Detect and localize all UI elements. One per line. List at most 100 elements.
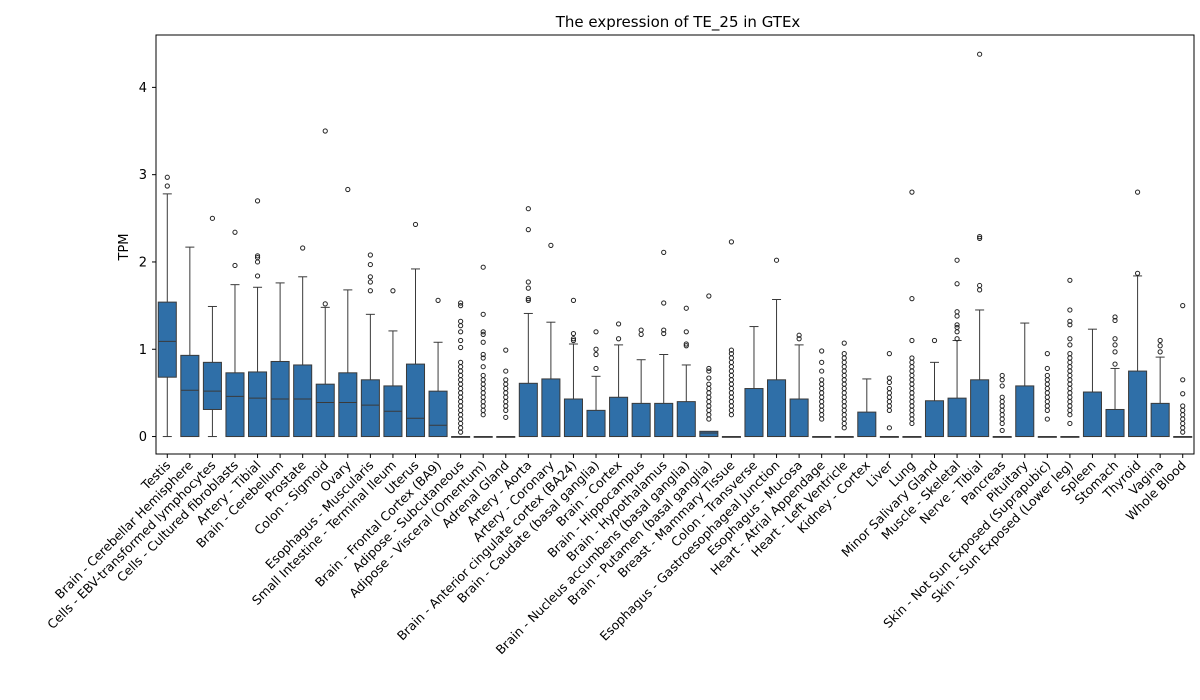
outlier-point xyxy=(480,339,486,345)
outlier-point xyxy=(999,383,1005,389)
outlier-point xyxy=(909,390,915,396)
box-35 xyxy=(947,397,967,438)
outlier-point xyxy=(796,336,802,342)
outlier-point xyxy=(728,377,735,383)
outlier-point xyxy=(999,403,1005,409)
outlier-point xyxy=(954,281,960,287)
box-4 xyxy=(248,371,268,438)
y-tick-label: 2 xyxy=(139,255,147,270)
outlier-point xyxy=(1112,317,1118,324)
outlier-point xyxy=(1067,394,1073,400)
outlier-point xyxy=(458,403,464,409)
outlier-point xyxy=(1067,377,1073,383)
outlier-point xyxy=(1044,365,1050,372)
outlier-point xyxy=(999,427,1005,434)
outlier-point xyxy=(458,381,464,387)
outlier-point xyxy=(706,407,712,413)
box-0 xyxy=(157,301,177,378)
outlier-point xyxy=(728,385,735,392)
outlier-point xyxy=(480,355,486,361)
outlier-point xyxy=(1067,399,1073,405)
outlier-point xyxy=(841,412,847,418)
outlier-point xyxy=(909,416,915,422)
outlier-point xyxy=(706,368,712,374)
outlier-point xyxy=(728,381,735,387)
outlier-point xyxy=(841,372,847,379)
y-tick-label: 1 xyxy=(139,343,147,358)
box-8 xyxy=(338,372,358,438)
outlier-point xyxy=(819,394,825,400)
outlier-point xyxy=(1067,307,1073,313)
outlier-point xyxy=(503,403,509,409)
outlier-point xyxy=(615,336,622,342)
outlier-point xyxy=(819,377,825,383)
outlier-point xyxy=(909,377,915,383)
outlier-point xyxy=(458,323,464,329)
outlier-point xyxy=(841,368,847,374)
chart-title: The expression of TE_25 in GTEx xyxy=(555,13,801,32)
outlier-point xyxy=(1157,349,1163,355)
outlier-point xyxy=(1180,429,1186,435)
y-tick-label: 0 xyxy=(139,430,147,445)
outlier-point xyxy=(841,403,847,409)
outlier-point xyxy=(164,183,170,189)
outlier-point xyxy=(999,394,1005,400)
outlier-point xyxy=(977,235,983,241)
outlier-point xyxy=(367,274,373,280)
outlier-point xyxy=(1067,372,1073,379)
outlier-point xyxy=(909,337,915,344)
outlier-point xyxy=(1067,403,1073,409)
outlier-point xyxy=(1180,425,1186,431)
outlier-point xyxy=(480,407,486,413)
box-6 xyxy=(293,364,313,438)
outlier-point xyxy=(661,249,667,255)
outlier-point xyxy=(728,394,735,400)
outlier-point xyxy=(706,399,712,405)
outlier-point xyxy=(1134,189,1141,195)
outlier-point xyxy=(525,206,531,212)
box-1 xyxy=(180,354,200,438)
outlier-point xyxy=(1067,322,1073,328)
outlier-point xyxy=(706,385,712,392)
outlier-point xyxy=(841,416,847,422)
outlier-point xyxy=(1067,351,1073,357)
box-9 xyxy=(360,379,380,438)
outlier-point xyxy=(503,368,509,374)
outlier-point xyxy=(661,300,667,306)
outlier-point xyxy=(367,279,373,285)
outlier-point xyxy=(232,229,238,235)
box-19 xyxy=(586,409,606,438)
outlier-point xyxy=(954,336,960,342)
outlier-point xyxy=(954,313,960,319)
outlier-point xyxy=(1044,403,1050,409)
box-22 xyxy=(654,402,674,438)
outlier-point xyxy=(706,416,712,422)
outlier-point xyxy=(458,385,464,392)
outlier-point xyxy=(1067,390,1073,396)
outlier-point xyxy=(503,385,509,392)
outlier-point xyxy=(367,261,373,268)
outlier-point xyxy=(458,368,464,374)
outlier-point xyxy=(841,359,847,365)
outlier-point xyxy=(977,282,983,289)
box-41 xyxy=(1082,391,1102,438)
outlier-point xyxy=(841,340,847,346)
box-34 xyxy=(924,400,945,438)
outlier-point xyxy=(593,351,599,358)
outlier-point xyxy=(480,311,486,317)
box-12 xyxy=(428,390,448,438)
outlier-point xyxy=(458,412,464,418)
outlier-point xyxy=(525,285,531,291)
outlier-point xyxy=(345,186,351,193)
outlier-point xyxy=(458,416,464,422)
outlier-point xyxy=(819,348,825,354)
outlier-point xyxy=(458,372,464,379)
outlier-point xyxy=(819,403,825,409)
outlier-point xyxy=(886,379,892,386)
outlier-point xyxy=(458,399,464,405)
outlier-point xyxy=(909,403,915,409)
outlier-point xyxy=(886,399,892,405)
outlier-point xyxy=(570,336,577,342)
outlier-point xyxy=(999,372,1005,379)
